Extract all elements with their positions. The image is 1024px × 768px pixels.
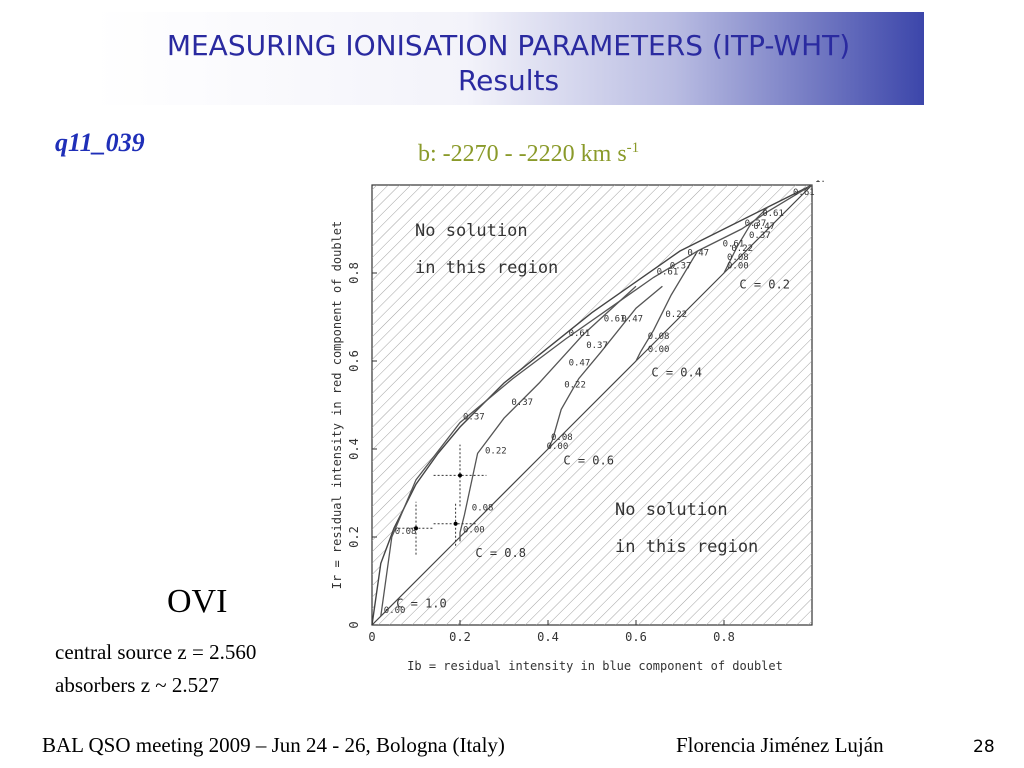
y-tick-label-1: 0.2 [347, 526, 361, 548]
x-axis-label: Ib = residual intensity in blue componen… [407, 659, 783, 673]
point-label-18: 0.08 [727, 253, 749, 263]
y-tick-label-3: 0.6 [347, 350, 361, 372]
point-label-major-9: 0.37 [745, 219, 767, 229]
x-tick-label-4: 0.8 [713, 630, 735, 644]
region-text-bottom-line2: in this region [615, 537, 758, 557]
measurement-layer [398, 444, 487, 555]
page-number: 28 [973, 737, 995, 757]
region-text-top-line2: in this region [415, 258, 558, 278]
velocity-unit-exponent: -1 [626, 140, 640, 156]
measurement-point-0 [414, 526, 418, 531]
title-banner: MEASURING IONISATION PARAMETERS (ITP-WHT… [93, 12, 924, 105]
point-label-8: 0.37 [586, 341, 608, 351]
x-tick-label-1: 0.2 [449, 630, 471, 644]
central-source-text: central source z = 2.560 [55, 640, 257, 664]
point-label-7: 0.47 [569, 358, 591, 368]
y-axis-label: Ir = residual intensity in red component… [330, 221, 344, 589]
no-solution-region-upper [372, 185, 812, 625]
curve-label-0: C = 1.0 [396, 596, 447, 610]
y-tick-label-0: 0 [347, 621, 361, 628]
point-label-19: 0.00 [727, 262, 749, 272]
measurement-point-1 [453, 521, 458, 526]
point-label-12: 0.00 [648, 345, 670, 355]
ticks-layer: 00 0.2 0.2 0.4 0.4 0.6 0.6 0.8 0.8 [347, 262, 735, 644]
x-tick-label-3: 0.6 [625, 630, 647, 644]
series-line-4 [723, 206, 769, 274]
point-label-2: 0.00 [463, 526, 485, 536]
absorbers-text: absorbers z ~ 2.527 [55, 673, 220, 697]
point-label-major-5: 0.61 [569, 329, 591, 339]
point-label-22: 0.61 [762, 209, 784, 219]
slide-subtitle: Results [457, 64, 560, 97]
upper-boundary-line [371, 184, 813, 626]
point-label-17: 0.22 [731, 244, 753, 254]
point-label-9: 0.61 [604, 314, 626, 324]
ion-label: OVI [167, 583, 228, 620]
ionisation-chart: 000.20.20.40.40.60.60.80.8 C = 1.00.000.… [330, 180, 825, 673]
velocity-range-text: b: -2270 - -2220 km s [418, 141, 627, 167]
measurement-point-2 [458, 473, 462, 478]
point-label-15: 0.47 [687, 248, 709, 258]
slide-title: MEASURING IONISATION PARAMETERS (ITP-WHT… [166, 29, 851, 62]
point-label-11: 0.08 [648, 332, 670, 342]
object-id-label: q11_039 [55, 128, 145, 157]
point-label-6: 0.00 [547, 442, 569, 452]
series-line-2 [547, 285, 663, 450]
curve-label-4: C = 0.2 [739, 277, 790, 291]
lower-boundary-line [371, 184, 813, 626]
footer-meeting: BAL QSO meeting 2009 – Jun 24 - 26, Bolo… [42, 733, 505, 757]
series-line-0 [380, 184, 813, 617]
point-label-13: 0.22 [665, 310, 687, 320]
velocity-range-label: b: -2270 - -2220 km s-1 [418, 140, 639, 168]
point-label-4: 0.22 [564, 380, 586, 390]
point-label-21: 0.47 [753, 222, 775, 232]
point-label-major-11: 0.61 [793, 188, 815, 198]
labels-layer: C = 1.00.000.080.370.610.610.370.611.00C… [384, 180, 825, 616]
region-text-bottom-line1: No solution [615, 500, 728, 520]
series-line-3 [635, 250, 699, 362]
point-label-5: 0.08 [551, 433, 573, 443]
region-text-top-line1: No solution [415, 221, 528, 241]
x-tick-label-0: 0 [368, 630, 375, 644]
series-layer [380, 184, 813, 617]
point-label-major-1: 0.08 [395, 527, 417, 537]
point-label-3: 0.37 [511, 398, 533, 408]
y-tick-label-2: 0.4 [347, 438, 361, 460]
y-tick-label-4: 0.8 [347, 262, 361, 284]
point-label-1: 0.08 [472, 504, 494, 514]
point-label-major-0: 0.00 [384, 606, 406, 616]
curve-label-2: C = 0.6 [563, 453, 614, 467]
curve-label-1: C = 0.8 [475, 546, 526, 560]
point-label-major-12: 1.00 [815, 180, 825, 185]
point-label-16: 0.61 [723, 240, 745, 250]
series-line-1 [459, 285, 637, 542]
point-label-10: 0.47 [621, 314, 643, 324]
point-label-20: 0.37 [749, 231, 771, 241]
point-label-14: 0.37 [670, 262, 692, 272]
x-tick-label-2: 0.4 [537, 630, 559, 644]
curve-label-3: C = 0.4 [651, 365, 702, 379]
footer-author: Florencia Jiménez Luján [676, 733, 884, 757]
point-label-major-7: 0.61 [657, 267, 679, 277]
point-label-major-3: 0.37 [463, 413, 485, 423]
point-label-0: 0.22 [485, 446, 507, 456]
